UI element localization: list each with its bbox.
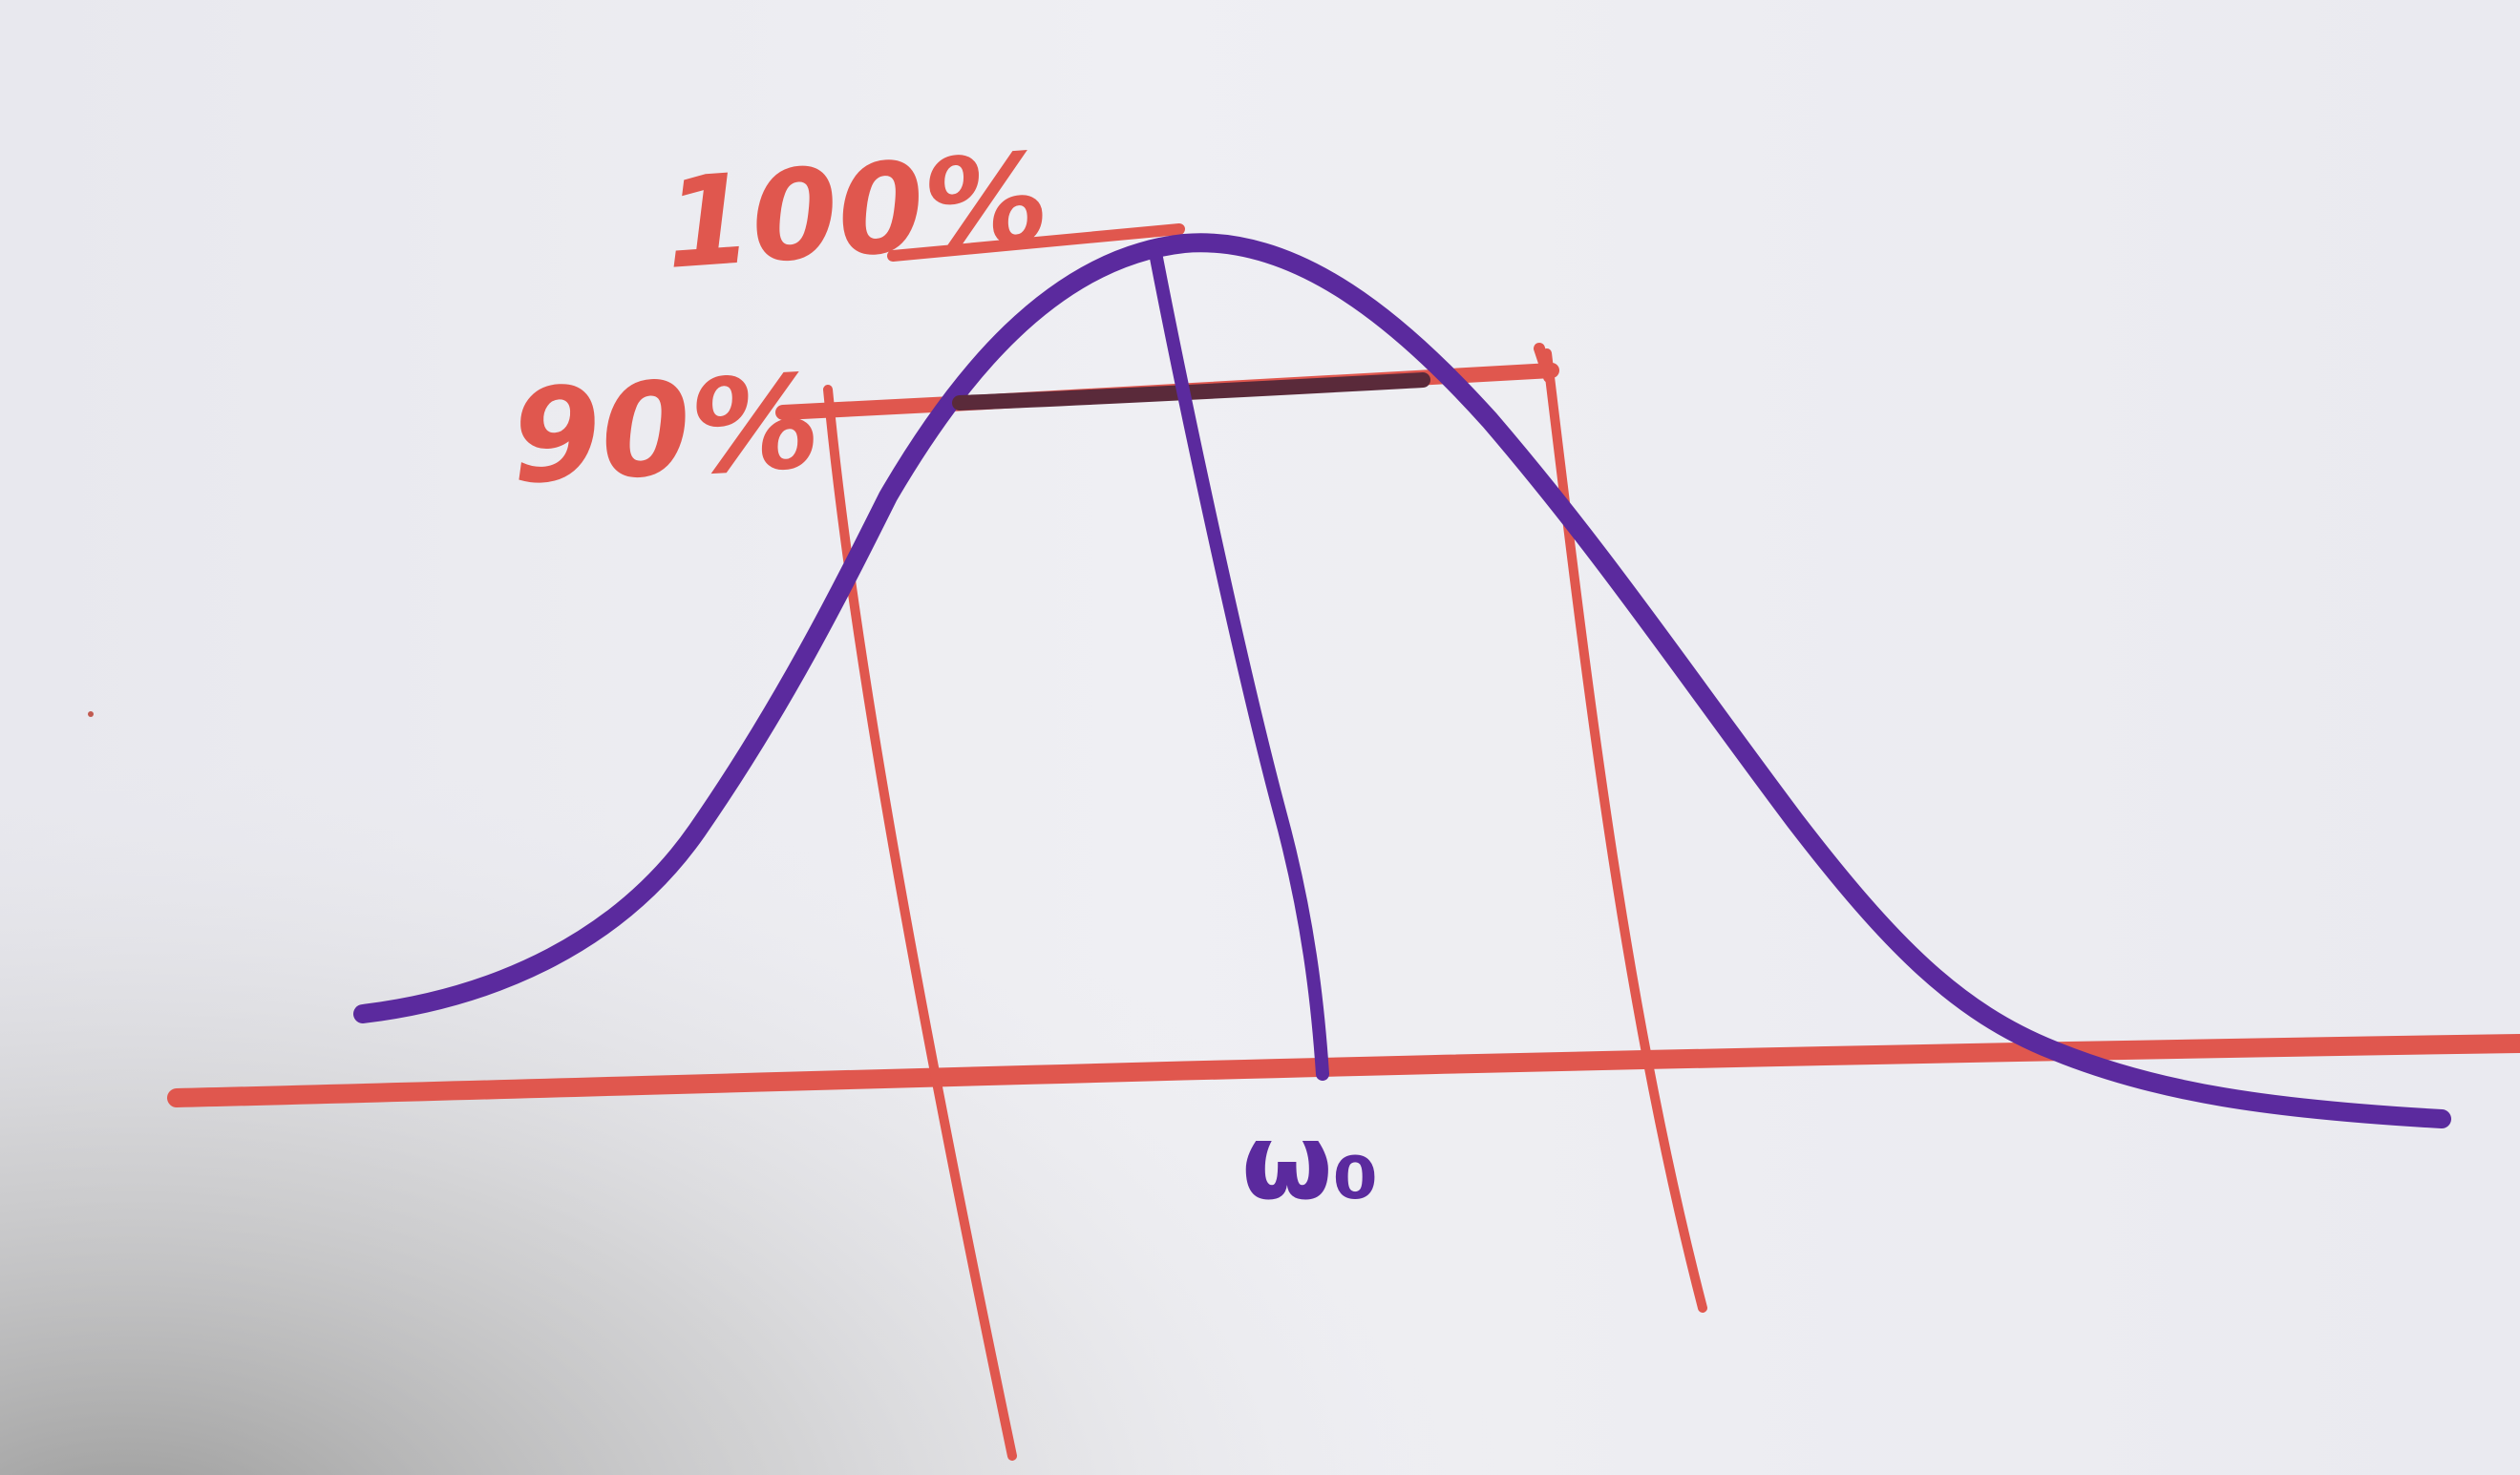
- response-curve: [353, 233, 2451, 1128]
- center-frequency-label: ω₀: [1241, 1101, 1379, 1223]
- peak-reference-line: [887, 223, 1185, 262]
- ninety-percent-label: 90%: [507, 347, 823, 513]
- overlap-segment: [952, 372, 1430, 411]
- right-bandwidth-line: [1542, 348, 1707, 1313]
- left-bandwidth-line: [823, 385, 1017, 1461]
- paper-speck: [88, 711, 94, 717]
- horizontal-axis: [167, 1034, 2520, 1107]
- center-frequency-line: [1149, 246, 1329, 1081]
- peak-label: 100%: [661, 125, 1053, 297]
- right-top-tick: [1534, 343, 1555, 383]
